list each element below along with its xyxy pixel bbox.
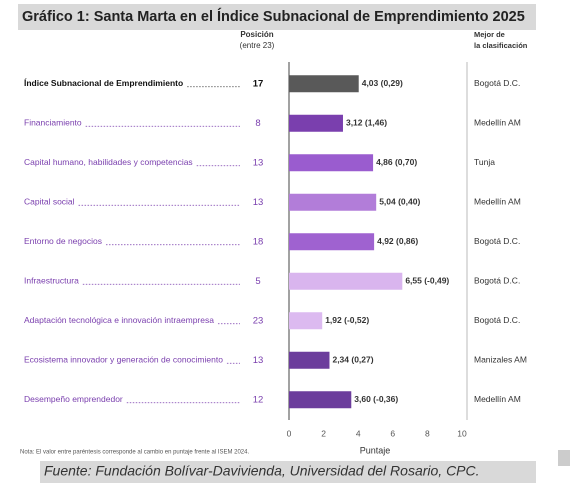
bar [289,233,375,251]
position: 8 [255,118,260,129]
x-tick-label: 6 [390,428,395,438]
bar [289,312,323,330]
position: 13 [253,355,264,366]
category-label: Capital humano, habilidades y competenci… [24,157,193,167]
category-label: Ecosistema innovador y generación de con… [24,355,223,365]
chart-title: Gráfico 1: Santa Marta en el Índice Subn… [22,8,525,25]
bar [289,193,377,211]
x-tick-label: 2 [321,428,326,438]
best-region: Bogotá D.C. [474,78,520,88]
position: 5 [255,276,260,287]
title-band [18,4,536,30]
x-tick-label: 4 [356,428,361,438]
x-tick-label: 8 [425,428,430,438]
value-label: 2,34 (0,27) [332,355,373,365]
value-label: 1,92 (-0,52) [325,315,369,325]
best-region: Manizales AM [474,355,527,365]
category-label: Infraestructura [24,276,79,286]
best-region: Tunja [474,157,495,167]
decoration [558,450,570,466]
note: Nota: El valor entre paréntesis correspo… [20,450,249,456]
best-region: Bogotá D.C. [474,315,520,325]
position: 23 [253,315,264,326]
position: 17 [253,78,264,89]
best-region: Medellín AM [474,118,521,128]
position: 13 [253,197,264,208]
bar [289,154,374,172]
category-label: Financiamiento [24,118,82,128]
value-label: 4,03 (0,29) [362,78,403,88]
x-axis-label: Puntaje [360,445,391,455]
value-label: 3,12 (1,46) [346,118,387,128]
bar [289,272,403,290]
source-band [40,461,536,483]
position-subheader: (entre 23) [240,41,275,50]
best-region: Bogotá D.C. [474,236,520,246]
value-label: 3,60 (-0,36) [354,394,398,404]
bar [289,391,352,409]
category-label: Entorno de negocios [24,236,102,246]
best-region: Medellín AM [474,394,521,404]
value-label: 4,86 (0,70) [376,157,417,167]
value-label: 6,55 (-0,49) [405,276,449,286]
value-label: 5,04 (0,40) [379,197,420,207]
category-label: Desempeño emprendedor [24,394,123,404]
best-header: la clasificación [474,41,528,50]
best-region: Bogotá D.C. [474,276,520,286]
bar [289,114,343,132]
position: 13 [253,157,264,168]
value-label: 4,92 (0,86) [377,236,418,246]
category-label: Adaptación tecnológica e innovación intr… [24,315,214,325]
category-label: Capital social [24,197,75,207]
bar [289,75,359,93]
bar [289,351,330,369]
x-tick-label: 10 [457,428,467,438]
category-label: Índice Subnacional de Emprendimiento [24,78,183,88]
best-header: Mejor de [474,30,505,39]
source: Fuente: Fundación Bolívar-Davivienda, Un… [44,463,480,479]
position-header: Posición [240,30,273,39]
position: 12 [253,394,264,405]
position: 18 [253,236,264,247]
best-region: Medellín AM [474,197,521,207]
x-tick-label: 0 [287,428,292,438]
